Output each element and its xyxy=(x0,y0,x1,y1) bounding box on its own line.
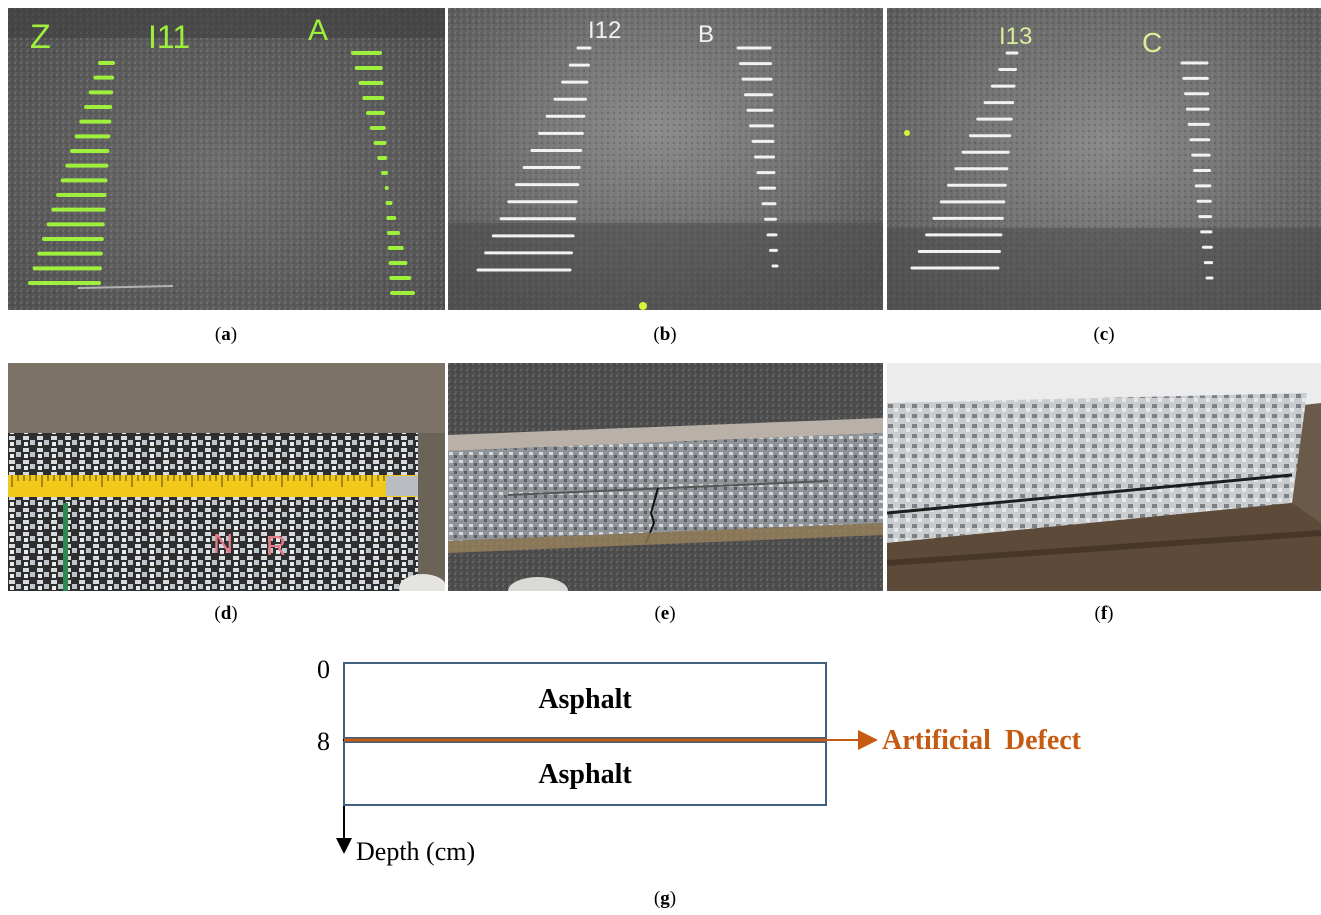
layer-top xyxy=(343,662,827,739)
layer-top-label: Asphalt xyxy=(538,684,632,715)
chalk-label-b: B xyxy=(698,21,714,48)
caption-b: (b) xyxy=(653,324,677,345)
chalk-label-z: Z xyxy=(30,18,51,56)
layer-bottom-label: Asphalt xyxy=(538,759,632,790)
caption-c: (c) xyxy=(1093,324,1115,345)
chalk-label-c: C xyxy=(1142,27,1162,58)
chalk-label-n: N xyxy=(213,528,233,559)
photo-panel-a: Z I11 A xyxy=(8,8,445,310)
core-side-photo xyxy=(887,363,1321,591)
chalk-label-r: R xyxy=(266,530,286,561)
asphalt-green-marks-photo: Z I11 A xyxy=(8,8,445,310)
tick-0: 0 xyxy=(317,655,330,684)
caption-e: (e) xyxy=(654,603,676,624)
asphalt-white-marks-photo-2: I13 C xyxy=(887,8,1321,310)
defect-label: Artificial Defect xyxy=(882,725,1082,756)
photo-panel-c: I13 C xyxy=(887,8,1321,310)
depth-axis-label: Depth (cm) xyxy=(356,837,475,866)
photo-panel-e xyxy=(448,363,883,591)
core-sample-ruler-photo: N R xyxy=(8,363,445,591)
layer-bottom xyxy=(343,741,827,806)
chalk-label-i11: I11 xyxy=(148,19,190,55)
caption-g: (g) xyxy=(653,888,677,909)
chalk-label-i12: I12 xyxy=(588,17,621,44)
photo-panel-b: I12 B xyxy=(448,8,883,310)
asphalt-white-marks-photo: I12 B xyxy=(448,8,883,310)
chalk-label-a: A xyxy=(308,14,328,47)
layer-diagram-svg: 0 8 Depth (cm) Asphalt Asphalt Artificia… xyxy=(317,655,1082,866)
caption-d: (d) xyxy=(214,603,238,624)
core-crack-photo xyxy=(448,363,883,591)
tick-8: 8 xyxy=(317,727,330,756)
photo-panel-d: N R xyxy=(8,363,445,591)
photo-panel-f xyxy=(887,363,1321,591)
caption-f: (f) xyxy=(1094,603,1114,624)
layer-diagram: 0 8 Depth (cm) Asphalt Asphalt Artificia… xyxy=(300,650,1160,900)
chalk-label-i13: I13 xyxy=(999,23,1032,50)
caption-a: (a) xyxy=(214,324,238,345)
